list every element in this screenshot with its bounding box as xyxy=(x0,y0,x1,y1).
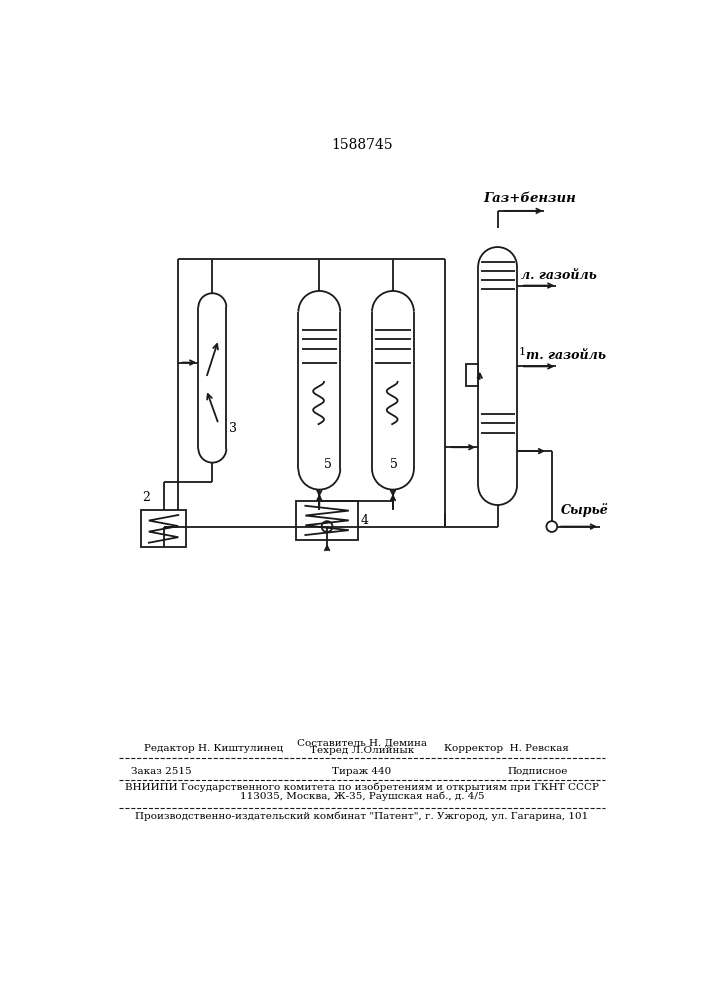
Text: Заказ 2515: Заказ 2515 xyxy=(131,767,192,776)
Text: Техред Л.Олийнык: Техред Л.Олийнык xyxy=(310,746,414,755)
Text: Редактор Н. Киштулинец: Редактор Н. Киштулинец xyxy=(144,744,284,753)
Text: т. газойль: т. газойль xyxy=(526,349,606,362)
Text: Корректор  Н. Ревская: Корректор Н. Ревская xyxy=(444,744,569,753)
Text: ВНИИПИ Государственного комитета по изобретениям и открытиям при ГКНТ СССР: ВНИИПИ Государственного комитета по изоб… xyxy=(125,782,599,792)
Bar xyxy=(141,510,186,547)
Text: л. газойль: л. газойль xyxy=(521,269,597,282)
Text: Сырьё: Сырьё xyxy=(561,503,609,517)
Text: 1: 1 xyxy=(518,347,525,357)
Text: Составитель Н. Демина: Составитель Н. Демина xyxy=(297,739,427,748)
Text: Подписное: Подписное xyxy=(508,767,568,776)
Text: 5: 5 xyxy=(324,458,332,471)
Text: 5: 5 xyxy=(390,458,398,471)
Bar xyxy=(296,501,358,540)
Text: Тираж 440: Тираж 440 xyxy=(332,767,392,776)
Text: 2: 2 xyxy=(143,491,151,504)
Text: Производственно-издательский комбинат "Патент", г. Ужгород, ул. Гагарина, 101: Производственно-издательский комбинат "П… xyxy=(135,811,588,821)
Text: 1588745: 1588745 xyxy=(331,138,393,152)
Text: 3: 3 xyxy=(230,422,238,434)
Text: 4: 4 xyxy=(361,514,368,527)
Bar xyxy=(466,364,478,386)
Text: Газ+бензин: Газ+бензин xyxy=(484,192,576,205)
Text: 113035, Москва, Ж-35, Раушская наб., д. 4/5: 113035, Москва, Ж-35, Раушская наб., д. … xyxy=(240,791,484,801)
